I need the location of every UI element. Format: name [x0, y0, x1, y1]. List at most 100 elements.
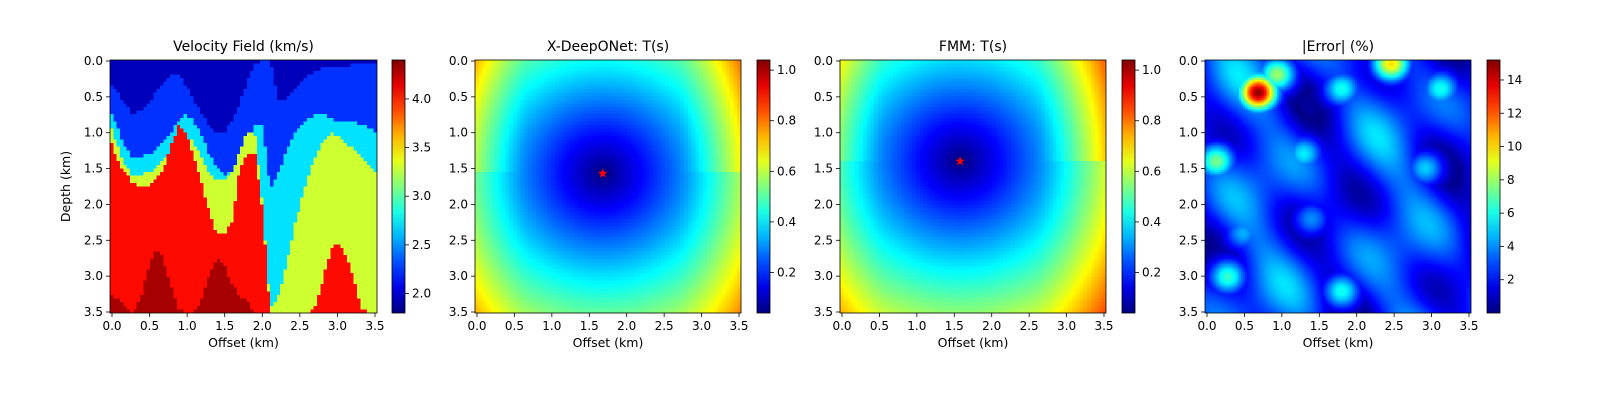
x-tick-label: 3.0 [1422, 319, 1441, 333]
y-tick-label: 1.5 [1179, 162, 1198, 176]
y-tick-label: 2.5 [1179, 233, 1198, 247]
x-tick-label: 0.5 [870, 319, 889, 333]
y-tick-label: 1.0 [84, 126, 103, 140]
colorbar-tick-label: 10 [1507, 140, 1522, 154]
y-tick-label: 2.0 [449, 197, 468, 211]
x-tick-label: 3.0 [328, 319, 347, 333]
y-tick-label: 2.0 [1179, 197, 1198, 211]
colorbar-tick-label: 2.0 [412, 287, 431, 301]
colorbar-tick-label: 1.0 [777, 63, 796, 77]
chart-title: FMM: T(s) [939, 39, 1007, 55]
colorbar-tick-label: 1.0 [1142, 63, 1161, 77]
colorbar-tick-label: 0.8 [1142, 114, 1161, 128]
x-tick-label: 0.0 [1197, 319, 1216, 333]
y-tick-label: 0.5 [84, 90, 103, 104]
x-tick-label: 2.5 [1020, 319, 1039, 333]
x-tick-label: 0.0 [102, 319, 121, 333]
axes-frame [109, 59, 378, 314]
x-tick-label: 1.5 [215, 319, 234, 333]
axes-frame [839, 59, 1107, 314]
y-tick-label: 2.5 [84, 233, 103, 247]
x-axis-label: Offset (km) [938, 335, 1009, 350]
colorbar-tick-label: 3.5 [412, 141, 431, 155]
y-tick-label: 3.0 [84, 269, 103, 283]
y-tick-label: 0.5 [814, 90, 833, 104]
x-tick-label: 2.5 [655, 319, 674, 333]
y-tick-label: 3.0 [1179, 269, 1198, 283]
x-tick-label: 1.0 [907, 319, 926, 333]
source-marker [955, 156, 965, 166]
x-tick-label: 3.0 [1057, 319, 1076, 333]
colorbar-tick-label: 12 [1507, 106, 1522, 120]
y-tick-label: 2.5 [814, 233, 833, 247]
x-tick-label: 1.0 [178, 319, 197, 333]
x-tick-label: 0.5 [505, 319, 524, 333]
panel-2: X-DeepONet: T(s) 0.0 0.5 1.0 1.5 2.0 2.5 3.0 3.5… [449, 39, 796, 350]
y-tick-label: 3.5 [449, 305, 468, 319]
y-tick-label: 3.5 [1179, 305, 1198, 319]
panel-4: |Error| (%)0.0 0.5 1.0 1.5 2.0 2.5 3.0 3.50.00.… [1179, 39, 1522, 350]
x-tick-label: 3.5 [365, 319, 384, 333]
panel-3: FMM: T(s)0.0 0.5 1.0 1.5 2.0 2.5 3.0 3.50.00.51… [814, 39, 1161, 350]
colorbar-tick-label: 0.6 [777, 164, 796, 178]
heatmap-image [840, 60, 1106, 313]
y-tick-label: 0.0 [449, 54, 468, 68]
x-tick-label: 2.0 [1347, 319, 1366, 333]
source-marker [597, 168, 608, 178]
x-tick-label: 2.0 [253, 319, 272, 333]
y-tick-label: 3.0 [814, 269, 833, 283]
x-tick-label: 0.0 [467, 319, 486, 333]
colorbar-tick-label: 0.2 [777, 266, 796, 280]
y-tick-label: 3.0 [449, 269, 468, 283]
y-tick-label: 1.0 [1179, 126, 1198, 140]
colorbar-tick-label: 0.2 [1142, 266, 1161, 280]
x-tick-label: 1.5 [580, 319, 599, 333]
colorbar-tick-label: 2 [1507, 273, 1515, 287]
colorbar-tick-label: 14 [1507, 73, 1522, 87]
x-axis-label: Offset (km) [1303, 335, 1374, 350]
x-tick-label: 3.5 [1459, 319, 1478, 333]
y-tick-label: 2.0 [84, 197, 103, 211]
y-tick-label: 1.5 [449, 162, 468, 176]
heatmap-image [475, 60, 741, 313]
panel-1: Velocity Field (km/s) 0.0 0.5 1.0 1.5 2.0 2.5 3… [58, 39, 431, 350]
y-tick-label: 1.0 [814, 126, 833, 140]
y-tick-label: 0.5 [1179, 90, 1198, 104]
chart-title: Velocity Field (km/s) [173, 39, 314, 55]
x-tick-label: 1.5 [1310, 319, 1329, 333]
colorbar-tick-label: 0.8 [777, 114, 796, 128]
x-tick-label: 2.0 [617, 319, 636, 333]
x-tick-label: 3.0 [692, 319, 711, 333]
axes-frame [1204, 59, 1472, 314]
colorbar [1121, 59, 1136, 314]
y-tick-label: 0.0 [1179, 54, 1198, 68]
x-tick-label: 3.5 [1094, 319, 1113, 333]
colorbar-tick-label: 3.0 [412, 189, 431, 203]
y-tick-label: 0.0 [814, 54, 833, 68]
colorbar [391, 59, 406, 314]
colorbar-tick-label: 6 [1507, 206, 1515, 220]
colorbar [756, 59, 771, 314]
x-tick-label: 0.0 [832, 319, 851, 333]
colorbar-tick-label: 0.6 [1142, 164, 1161, 178]
x-tick-label: 3.5 [729, 319, 748, 333]
heatmap-image [110, 60, 377, 313]
x-tick-label: 0.5 [140, 319, 159, 333]
chart-title: X-DeepONet: T(s) [547, 39, 669, 55]
x-axis-label: Offset (km) [208, 335, 279, 350]
y-tick-label: 3.5 [814, 305, 833, 319]
colorbar [1486, 59, 1501, 314]
y-tick-label: 2.5 [449, 233, 468, 247]
x-tick-label: 0.5 [1235, 319, 1254, 333]
colorbar-tick-label: 0.4 [777, 215, 796, 229]
y-tick-label: 3.5 [84, 305, 103, 319]
x-axis-label: Offset (km) [573, 335, 644, 350]
x-tick-label: 1.0 [542, 319, 561, 333]
axes-frame [474, 59, 742, 314]
x-tick-label: 1.5 [945, 319, 964, 333]
y-tick-label: 1.0 [449, 126, 468, 140]
y-tick-label: 1.5 [814, 162, 833, 176]
colorbar-tick-label: 4 [1507, 239, 1515, 253]
x-tick-label: 1.0 [1272, 319, 1291, 333]
